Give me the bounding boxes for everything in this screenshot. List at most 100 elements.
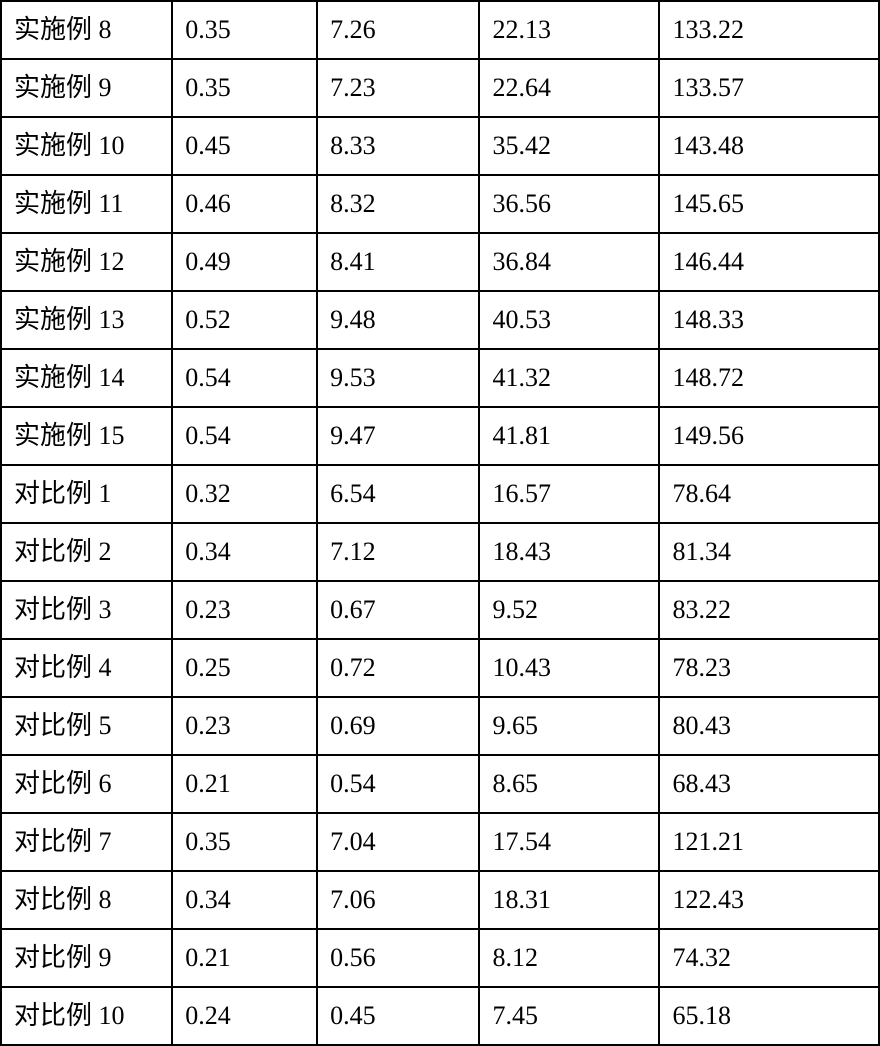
table-cell: 6.54 xyxy=(317,465,479,523)
table-cell: 41.32 xyxy=(479,349,659,407)
table-cell: 实施例 9 xyxy=(1,59,172,117)
table-cell: 18.31 xyxy=(479,871,659,929)
table-cell: 133.22 xyxy=(659,1,879,59)
table-cell: 对比例 8 xyxy=(1,871,172,929)
table-cell: 0.56 xyxy=(317,929,479,987)
table-row: 对比例 100.240.457.4565.18 xyxy=(1,987,879,1045)
table-cell: 7.23 xyxy=(317,59,479,117)
table-cell: 121.21 xyxy=(659,813,879,871)
table-cell: 0.34 xyxy=(172,523,317,581)
table-cell: 22.13 xyxy=(479,1,659,59)
table-cell: 16.57 xyxy=(479,465,659,523)
table-cell: 0.69 xyxy=(317,697,479,755)
table-cell: 0.24 xyxy=(172,987,317,1045)
table-cell: 148.33 xyxy=(659,291,879,349)
table-cell: 41.81 xyxy=(479,407,659,465)
table-cell: 0.35 xyxy=(172,1,317,59)
table-cell: 对比例 3 xyxy=(1,581,172,639)
table-cell: 22.64 xyxy=(479,59,659,117)
table-cell: 133.57 xyxy=(659,59,879,117)
table-body: 实施例 80.357.2622.13133.22实施例 90.357.2322.… xyxy=(1,1,879,1045)
table-cell: 35.42 xyxy=(479,117,659,175)
table-cell: 0.25 xyxy=(172,639,317,697)
table-row: 对比例 90.210.568.1274.32 xyxy=(1,929,879,987)
table-cell: 8.12 xyxy=(479,929,659,987)
table-row: 实施例 80.357.2622.13133.22 xyxy=(1,1,879,59)
table-cell: 40.53 xyxy=(479,291,659,349)
table-cell: 0.45 xyxy=(317,987,479,1045)
table-cell: 0.45 xyxy=(172,117,317,175)
table-cell: 对比例 7 xyxy=(1,813,172,871)
data-table: 实施例 80.357.2622.13133.22实施例 90.357.2322.… xyxy=(0,0,880,1046)
table-cell: 9.65 xyxy=(479,697,659,755)
table-row: 实施例 150.549.4741.81149.56 xyxy=(1,407,879,465)
table-cell: 0.23 xyxy=(172,581,317,639)
table-cell: 146.44 xyxy=(659,233,879,291)
table-cell: 实施例 15 xyxy=(1,407,172,465)
table-container: 实施例 80.357.2622.13133.22实施例 90.357.2322.… xyxy=(0,0,880,1000)
table-cell: 78.23 xyxy=(659,639,879,697)
table-cell: 8.65 xyxy=(479,755,659,813)
table-cell: 实施例 12 xyxy=(1,233,172,291)
table-row: 对比例 20.347.1218.4381.34 xyxy=(1,523,879,581)
table-cell: 0.54 xyxy=(172,407,317,465)
table-cell: 74.32 xyxy=(659,929,879,987)
table-cell: 8.33 xyxy=(317,117,479,175)
table-row: 对比例 40.250.7210.4378.23 xyxy=(1,639,879,697)
table-cell: 对比例 4 xyxy=(1,639,172,697)
table-cell: 9.52 xyxy=(479,581,659,639)
table-cell: 0.35 xyxy=(172,813,317,871)
table-cell: 9.53 xyxy=(317,349,479,407)
table-cell: 0.32 xyxy=(172,465,317,523)
table-cell: 65.18 xyxy=(659,987,879,1045)
table-cell: 0.46 xyxy=(172,175,317,233)
table-cell: 7.12 xyxy=(317,523,479,581)
table-row: 实施例 90.357.2322.64133.57 xyxy=(1,59,879,117)
table-cell: 18.43 xyxy=(479,523,659,581)
table-row: 对比例 50.230.699.6580.43 xyxy=(1,697,879,755)
table-cell: 122.43 xyxy=(659,871,879,929)
table-cell: 8.32 xyxy=(317,175,479,233)
table-cell: 0.34 xyxy=(172,871,317,929)
table-cell: 0.21 xyxy=(172,929,317,987)
table-cell: 78.64 xyxy=(659,465,879,523)
table-row: 对比例 60.210.548.6568.43 xyxy=(1,755,879,813)
table-row: 实施例 140.549.5341.32148.72 xyxy=(1,349,879,407)
table-cell: 实施例 14 xyxy=(1,349,172,407)
table-cell: 实施例 13 xyxy=(1,291,172,349)
table-cell: 148.72 xyxy=(659,349,879,407)
table-cell: 对比例 2 xyxy=(1,523,172,581)
table-cell: 81.34 xyxy=(659,523,879,581)
table-cell: 对比例 6 xyxy=(1,755,172,813)
table-cell: 对比例 10 xyxy=(1,987,172,1045)
table-cell: 143.48 xyxy=(659,117,879,175)
table-cell: 7.06 xyxy=(317,871,479,929)
table-row: 实施例 100.458.3335.42143.48 xyxy=(1,117,879,175)
table-row: 实施例 110.468.3236.56145.65 xyxy=(1,175,879,233)
table-cell: 实施例 10 xyxy=(1,117,172,175)
table-cell: 0.49 xyxy=(172,233,317,291)
table-cell: 对比例 5 xyxy=(1,697,172,755)
table-cell: 145.65 xyxy=(659,175,879,233)
table-row: 对比例 70.357.0417.54121.21 xyxy=(1,813,879,871)
table-row: 对比例 10.326.5416.5778.64 xyxy=(1,465,879,523)
table-cell: 7.04 xyxy=(317,813,479,871)
table-cell: 36.56 xyxy=(479,175,659,233)
table-cell: 0.67 xyxy=(317,581,479,639)
table-cell: 7.45 xyxy=(479,987,659,1045)
table-cell: 68.43 xyxy=(659,755,879,813)
table-cell: 对比例 9 xyxy=(1,929,172,987)
table-row: 实施例 120.498.4136.84146.44 xyxy=(1,233,879,291)
table-cell: 0.72 xyxy=(317,639,479,697)
table-row: 实施例 130.529.4840.53148.33 xyxy=(1,291,879,349)
table-cell: 0.35 xyxy=(172,59,317,117)
table-cell: 0.52 xyxy=(172,291,317,349)
table-cell: 10.43 xyxy=(479,639,659,697)
table-cell: 实施例 8 xyxy=(1,1,172,59)
table-cell: 0.21 xyxy=(172,755,317,813)
table-cell: 149.56 xyxy=(659,407,879,465)
table-cell: 8.41 xyxy=(317,233,479,291)
table-row: 对比例 80.347.0618.31122.43 xyxy=(1,871,879,929)
table-cell: 83.22 xyxy=(659,581,879,639)
table-cell: 17.54 xyxy=(479,813,659,871)
